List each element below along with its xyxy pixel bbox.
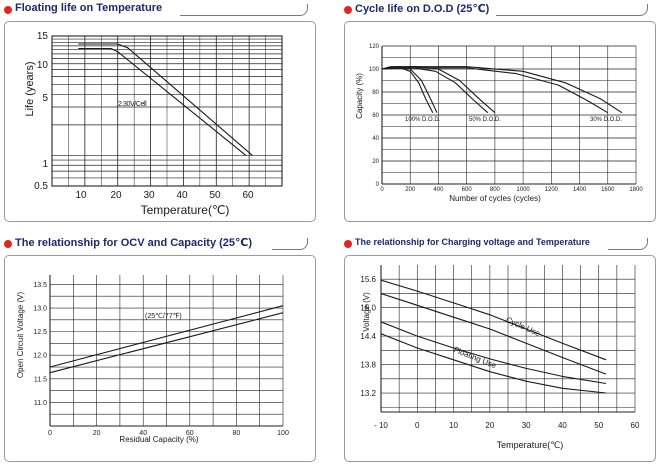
chart-title: The relationship for OCV and Capacity (2…	[15, 237, 253, 249]
title-rule-tail	[637, 238, 648, 250]
title-rule-tail	[297, 238, 308, 250]
floating-life-section: Floating life on Temperature	[4, 2, 316, 222]
title-rule	[608, 249, 637, 250]
bullet-icon	[344, 240, 352, 248]
ocv-capacity-section: The relationship for OCV and Capacity (2…	[4, 236, 316, 462]
title-rule	[496, 15, 637, 16]
chart-title: Floating life on Temperature	[15, 2, 163, 14]
section-header: Cycle life on D.O.D (25℃)	[344, 2, 656, 20]
bullet-icon	[4, 6, 12, 14]
bullet-icon	[4, 240, 12, 248]
chart-frame	[344, 255, 656, 462]
charging-voltage-section: The relationship for Charging voltage an…	[344, 236, 656, 462]
section-header: The relationship for Charging voltage an…	[344, 236, 656, 254]
cycle-life-section: Cycle life on D.O.D (25℃)	[344, 2, 656, 222]
title-rule	[272, 249, 297, 250]
bullet-icon	[344, 6, 352, 14]
chart-title: Cycle life on D.O.D (25℃)	[355, 3, 490, 15]
title-rule-tail	[297, 4, 308, 16]
title-rule	[180, 15, 297, 16]
section-header: The relationship for OCV and Capacity (2…	[4, 236, 316, 254]
section-header: Floating life on Temperature	[4, 2, 316, 20]
chart-frame	[4, 21, 316, 222]
chart-frame	[344, 21, 656, 222]
chart-frame	[4, 255, 316, 462]
title-rule-tail	[637, 4, 648, 16]
chart-title: The relationship for Charging voltage an…	[355, 237, 590, 247]
